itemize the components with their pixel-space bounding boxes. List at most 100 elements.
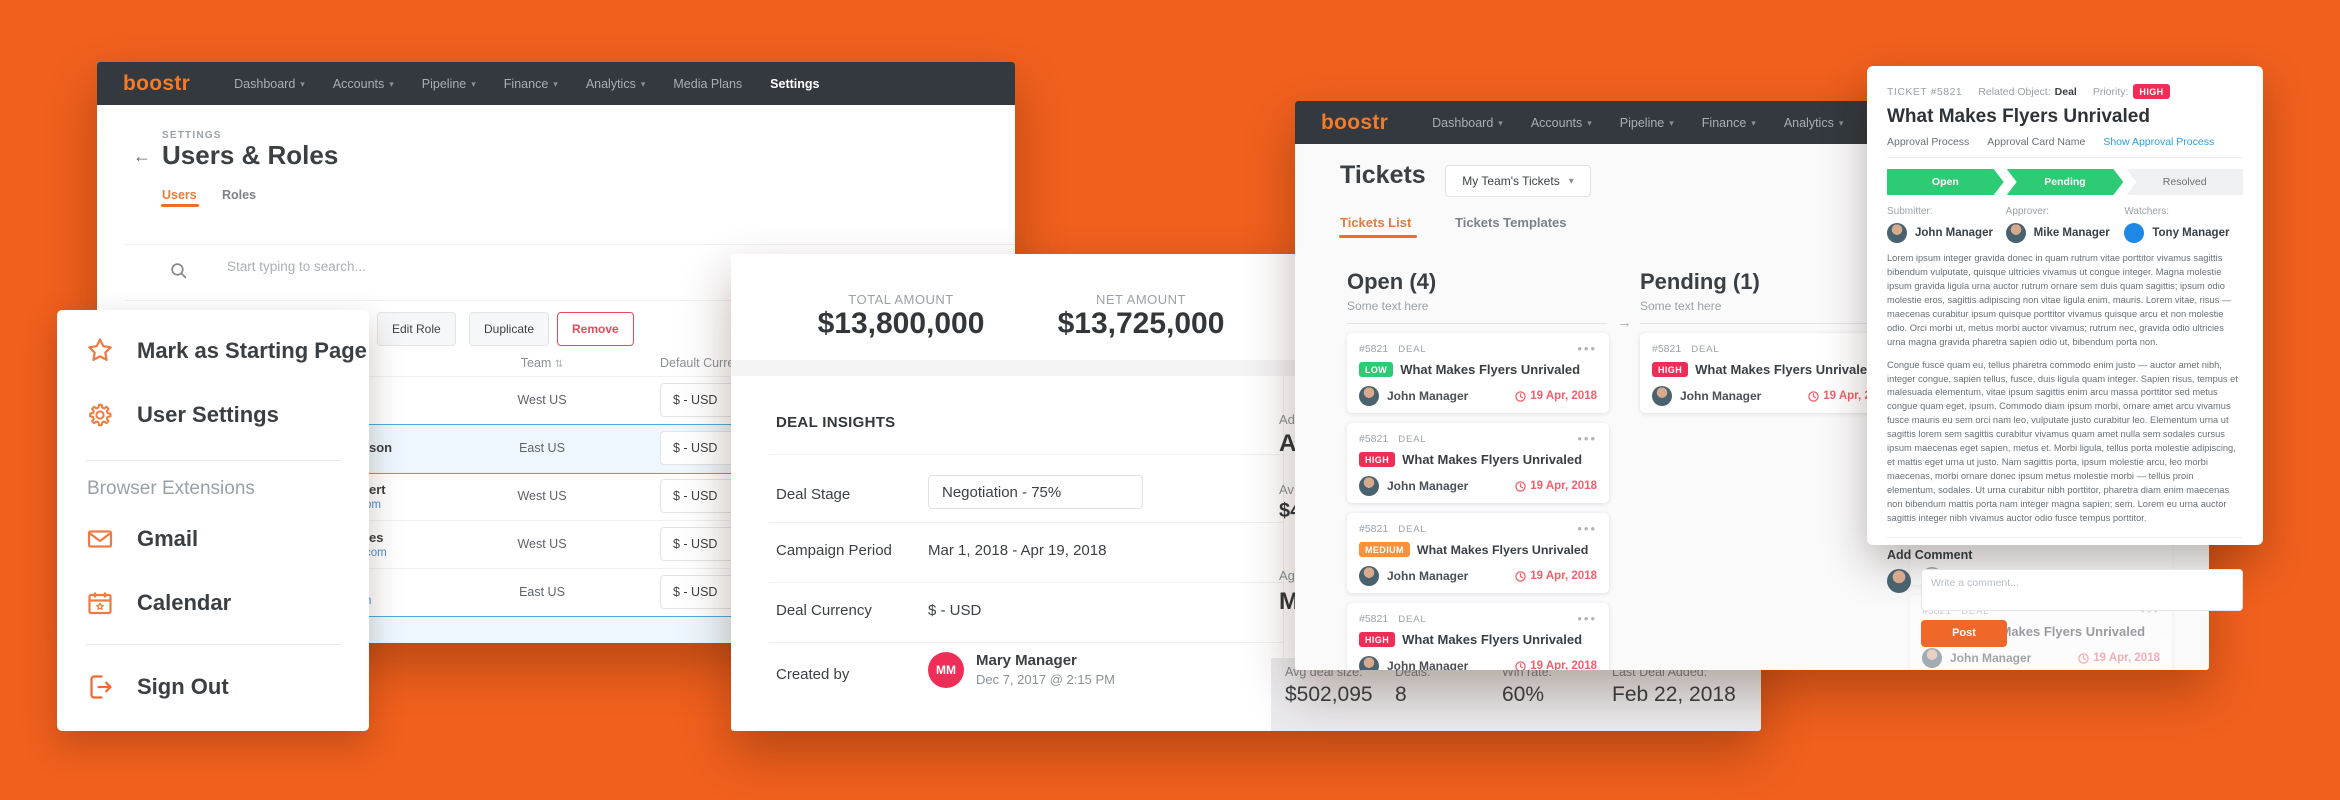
commenter-avatar xyxy=(1887,568,1911,593)
ticket-card[interactable]: #5821 DEAL HIGH What Makes Flyers Unrivale… xyxy=(1347,423,1609,503)
ticket-card[interactable]: #5821 DEAL HIGH What Makes Flyers Unrivale… xyxy=(1640,333,1902,413)
search-icon xyxy=(170,262,187,284)
ticket-card[interactable]: #5821 DEAL LOW What Makes Flyers Unrivaled… xyxy=(1347,333,1609,413)
assignee-name: John Manager xyxy=(1387,659,1469,670)
watchers-label: Watchers: xyxy=(2124,206,2169,217)
ticket-detail-card: TICKET #5821 Related Object: Deal Priori… xyxy=(1867,66,2263,647)
user-name: es xyxy=(369,530,384,545)
column-open-title: Open (4) xyxy=(1347,269,1437,294)
ticket-card[interactable]: #5821 DEAL HIGH What Makes Flyers Unrivale… xyxy=(1347,603,1609,670)
more-options-icon[interactable] xyxy=(1577,436,1597,442)
assignee-name: John Manager xyxy=(1387,389,1469,403)
menu-item-sign-out[interactable]: Sign Out xyxy=(85,672,229,702)
stage-open[interactable]: Open xyxy=(1887,169,2004,195)
deal-stage-select[interactable]: Negotiation - 75% xyxy=(928,475,1143,509)
duplicate-button[interactable]: Duplicate xyxy=(469,312,550,346)
boostr-logo[interactable]: boostr xyxy=(123,71,191,95)
related-object-value: Deal xyxy=(2054,85,2077,98)
stage-pending[interactable]: Pending xyxy=(2007,169,2124,195)
priority-badge: HIGH xyxy=(2133,84,2170,99)
due-date: 19 Apr, 2018 xyxy=(2093,652,2160,664)
more-options-icon[interactable] xyxy=(1577,616,1597,622)
ticket-title[interactable]: What Makes Flyers Unrivaled xyxy=(1416,542,1589,557)
nav-pipeline[interactable]: Pipeline xyxy=(422,77,476,91)
column-header-currency: Default Currency xyxy=(660,356,754,370)
menu-section-label: Browser Extensions xyxy=(87,478,255,499)
deal-stats-band: Avg deal size: $502,095 Deals: 8 Win rat… xyxy=(1271,658,1761,731)
add-comment-label: Add Comment xyxy=(1887,547,1973,562)
tab-roles[interactable]: Roles xyxy=(222,188,257,202)
nav-dashboard[interactable]: Dashboard xyxy=(234,77,305,91)
assignee-avatar xyxy=(1652,386,1672,406)
approver-block: Approver: Mike Manager xyxy=(2005,206,2125,243)
tab-users[interactable]: Users xyxy=(162,188,197,202)
column-header-team[interactable]: Team ⇅ xyxy=(520,356,564,370)
approval-card-name-label: Approval Card Name xyxy=(1987,136,2086,148)
team-cell: East US xyxy=(519,585,565,599)
approver-avatar xyxy=(2005,223,2026,243)
campaign-period-label: Campaign Period xyxy=(776,542,892,559)
ticket-scope-selector[interactable]: My Team's Tickets xyxy=(1445,165,1591,197)
table-row[interactable]: West US $ - USD xyxy=(97,376,1015,425)
nav-dashboard[interactable]: Dashboard xyxy=(1432,116,1503,130)
nav-accounts[interactable]: Accounts xyxy=(333,77,394,91)
deal-stage-label: Deal Stage xyxy=(776,486,851,503)
nav-finance[interactable]: Finance xyxy=(1702,116,1756,130)
menu-item-starting-page[interactable]: Mark as Starting Page xyxy=(85,336,367,366)
more-options-icon[interactable] xyxy=(1577,346,1597,352)
priority-badge: HIGH xyxy=(1652,362,1689,377)
more-options-icon[interactable] xyxy=(1577,526,1597,532)
team-cell: West US xyxy=(517,393,567,407)
menu-item-label: Calendar xyxy=(137,590,232,615)
menu-divider xyxy=(85,460,341,461)
nav-analytics[interactable]: Analytics xyxy=(586,77,646,91)
priority-label: Priority: xyxy=(2092,85,2129,98)
ticket-title: What Makes Flyers Unrivaled xyxy=(1965,624,2146,639)
menu-item-label: Mark as Starting Page xyxy=(137,338,367,363)
ticket-title[interactable]: What Makes Flyers Unrivaled xyxy=(1402,632,1583,647)
clock-icon xyxy=(1515,570,1527,582)
nav-finance[interactable]: Finance xyxy=(504,77,558,91)
menu-item-calendar[interactable]: Calendar xyxy=(85,588,231,618)
user-email[interactable]: com xyxy=(365,547,387,559)
clock-icon xyxy=(1808,390,1820,402)
priority-badge: HIGH xyxy=(1359,632,1396,647)
sort-icon[interactable]: ⇅ xyxy=(554,359,564,370)
nav-pipeline[interactable]: Pipeline xyxy=(1620,116,1674,130)
column-open-subtitle: Some text here xyxy=(1347,299,1429,313)
ticket-type: DEAL xyxy=(1398,433,1427,445)
remove-button[interactable]: Remove xyxy=(557,312,634,346)
comment-input[interactable] xyxy=(1921,568,2243,611)
nav-accounts[interactable]: Accounts xyxy=(1531,116,1592,130)
nav-media-plans[interactable]: Media Plans xyxy=(673,76,743,91)
total-amount-block: TOTAL AMOUNT $13,800,000 xyxy=(791,292,1011,341)
tab-tickets-templates[interactable]: Tickets Templates xyxy=(1455,215,1567,230)
watcher-avatar xyxy=(2124,223,2145,243)
edit-role-button[interactable]: Edit Role xyxy=(377,312,456,346)
net-amount-label: NET AMOUNT xyxy=(1096,292,1186,307)
ticket-card[interactable]: #5821 DEAL MEDIUM What Makes Flyers Unriva… xyxy=(1347,513,1609,593)
search-input[interactable] xyxy=(225,258,629,275)
ticket-title[interactable]: What Makes Flyers Unrivaled xyxy=(1400,362,1581,377)
ticket-title[interactable]: What Makes Flyers Unrivaled xyxy=(1402,452,1583,467)
column-arrow-icon xyxy=(1617,314,1632,332)
nav-analytics[interactable]: Analytics xyxy=(1784,116,1844,130)
stage-resolved[interactable]: Resolved xyxy=(2126,169,2244,195)
nav-settings[interactable]: Settings xyxy=(770,76,820,91)
back-arrow-icon[interactable]: ← xyxy=(133,146,151,166)
ticket-description-paragraph: Lorem ipsum integer gravida donec in qua… xyxy=(1887,253,2232,347)
post-comment-button[interactable]: Post xyxy=(1921,619,2007,647)
menu-item-label: User Settings xyxy=(137,402,279,427)
page-title: Users & Roles xyxy=(162,140,339,170)
ticket-title[interactable]: What Makes Flyers Unrivaled xyxy=(1695,362,1876,377)
scope-selector-label: My Team's Tickets xyxy=(1462,174,1560,188)
menu-item-user-settings[interactable]: User Settings xyxy=(85,400,279,430)
ticket-id: #5821 xyxy=(1359,433,1389,445)
assignee-name: John Manager xyxy=(1680,389,1762,403)
menu-item-gmail[interactable]: Gmail xyxy=(85,524,198,554)
tab-tickets-list[interactable]: Tickets List xyxy=(1340,215,1412,230)
boostr-logo[interactable]: boostr xyxy=(1321,110,1389,134)
approver-label: Approver: xyxy=(2005,206,2050,217)
show-approval-link[interactable]: Show Approval Process xyxy=(2103,136,2215,148)
campaign-period-value: Mar 1, 2018 - Apr 19, 2018 xyxy=(928,542,1107,559)
